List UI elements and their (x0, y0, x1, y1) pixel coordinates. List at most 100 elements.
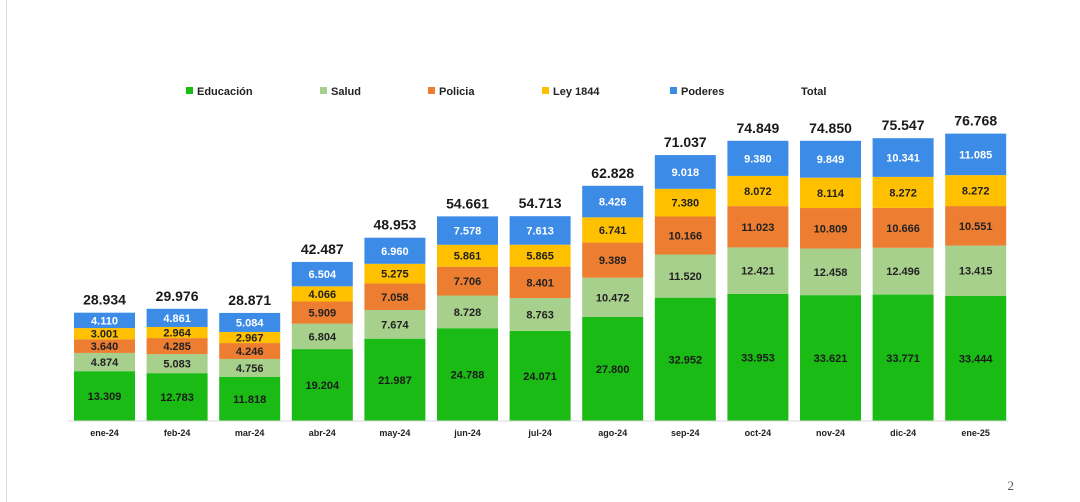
bar-segment (437, 244, 498, 267)
bar-segment (800, 208, 861, 249)
bar-segment (654, 254, 716, 298)
segment-value-label: 9.849 (817, 154, 845, 166)
total-value-label: 62.828 (591, 165, 634, 181)
total-label-layer: 28.934 29.976 28.871 42.487 48.953 54.661 54.7… (83, 113, 997, 308)
segment-value-label: 33.444 (959, 353, 994, 365)
segment-value-label: 4.756 (236, 363, 264, 375)
bar-segment (654, 297, 716, 421)
segment-value-label: 4.285 (163, 341, 191, 353)
segment-value-label: 21.987 (378, 375, 412, 387)
segment-value-label: 13.415 (959, 266, 993, 278)
segment-value-label: 8.114 (817, 188, 845, 200)
bar-segment (727, 206, 789, 248)
bar-segment (509, 330, 571, 421)
bar-layer (74, 133, 1007, 421)
segment-value-label: 10.166 (668, 230, 702, 242)
x-tick-label: mar-24 (235, 428, 265, 438)
bar-segment (291, 261, 353, 287)
segment-value-label: 8.401 (526, 277, 554, 289)
bar-segment (945, 295, 1007, 421)
total-value-label: 54.713 (519, 195, 562, 211)
legend: Educación Salud Policia Ley 1844 Poderes Tota… (186, 86, 826, 98)
bar-segment (146, 326, 208, 339)
segment-value-label: 8.763 (526, 309, 554, 321)
segment-value-label: 3.001 (91, 329, 119, 341)
x-tick-label: ago-24 (598, 428, 627, 438)
segment-value-label: 4.110 (91, 315, 118, 327)
bar-segment (509, 298, 571, 331)
segment-value-label: 5.865 (526, 251, 554, 263)
bar-segment (291, 286, 353, 302)
segment-value-label: 24.071 (523, 371, 557, 383)
x-tick-label: dic-24 (890, 428, 916, 438)
x-tick-label: abr-24 (309, 428, 336, 438)
bar-segment (654, 188, 716, 217)
segment-value-label: 12.458 (814, 267, 848, 279)
segment-value-label: 6.804 (309, 331, 337, 343)
segment-value-label: 2.967 (236, 333, 264, 345)
bar-segment (74, 328, 135, 340)
segment-value-label: 3.640 (91, 341, 119, 353)
bar-segment (945, 175, 1007, 207)
legend-label: Educación (197, 86, 253, 98)
legend-label-total: Total (801, 86, 826, 98)
total-value-label: 71.037 (664, 134, 707, 150)
segment-value-label: 10.341 (886, 153, 920, 165)
bar-segment (219, 312, 281, 332)
segment-value-label: 19.204 (305, 380, 340, 392)
bar-segment (364, 237, 426, 264)
bar-segment (74, 339, 135, 353)
segment-value-label: 12.421 (741, 266, 775, 278)
bar-segment (364, 309, 426, 339)
bar-segment (146, 338, 208, 355)
segment-value-label: 33.771 (886, 353, 920, 365)
bar-segment (146, 354, 208, 374)
segment-value-label: 11.085 (959, 149, 992, 161)
bar-segment (437, 328, 498, 421)
bar-segment (654, 216, 716, 255)
segment-value-label: 11.520 (669, 271, 702, 283)
segment-value-label: 6.960 (381, 246, 409, 258)
segment-value-label: 5.275 (381, 269, 409, 281)
segment-value-label: 9.380 (744, 153, 772, 165)
segment-value-label: 13.309 (88, 391, 122, 403)
bar-segment (800, 177, 861, 209)
segment-value-label: 5.084 (236, 317, 264, 329)
bar-segment (872, 138, 934, 177)
bar-segment (219, 376, 281, 421)
bar-segment (74, 312, 135, 329)
segment-value-label: 11.818 (233, 394, 266, 406)
segment-value-label: 7.674 (381, 319, 409, 331)
bar-segment (800, 295, 861, 421)
page-number: 2 (1007, 478, 1015, 493)
x-tick-label: ene-24 (90, 428, 119, 438)
bar-segment (872, 294, 934, 421)
segment-value-label: 10.809 (814, 223, 848, 235)
segment-value-label: 7.613 (526, 225, 554, 237)
total-value-label: 29.976 (156, 288, 199, 304)
bar-segment (582, 242, 644, 278)
segment-value-label: 4.066 (309, 289, 337, 301)
bar-segment (654, 155, 716, 189)
segment-value-label: 10.666 (886, 223, 920, 235)
segment-value-label: 12.783 (160, 392, 194, 404)
x-tick-label: may-24 (379, 428, 410, 438)
x-tick-label: ene-25 (961, 428, 990, 438)
segment-value-label: 32.952 (668, 354, 702, 366)
segment-value-label: 5.909 (309, 308, 337, 320)
bar-segment (945, 206, 1007, 246)
segment-value-label: 6.504 (309, 269, 337, 281)
segment-value-label: 33.621 (814, 353, 848, 365)
segment-value-label: 8.072 (744, 186, 772, 198)
bar-segment (509, 244, 571, 267)
bar-segment (727, 140, 789, 176)
total-value-label: 42.487 (301, 241, 344, 257)
x-tick-label: jul-24 (527, 428, 552, 438)
x-tick-label: nov-24 (816, 428, 845, 438)
x-tick-label: feb-24 (164, 428, 191, 438)
segment-value-label: 11.023 (741, 222, 774, 234)
segment-value-label: 7.578 (454, 226, 482, 238)
bar-segment (437, 295, 498, 329)
